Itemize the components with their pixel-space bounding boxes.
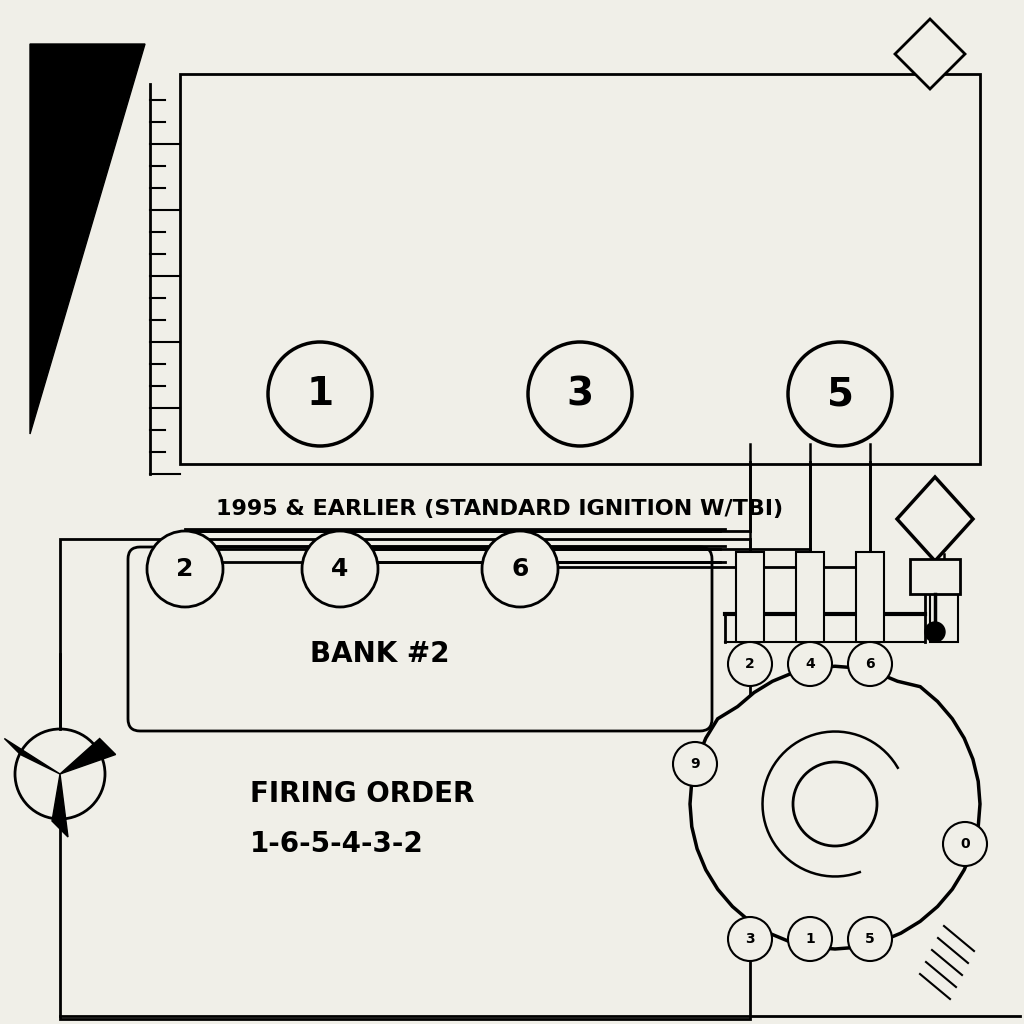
Polygon shape — [60, 539, 750, 1019]
Bar — [910, 559, 961, 594]
Circle shape — [482, 531, 558, 607]
Circle shape — [268, 342, 372, 446]
Circle shape — [848, 918, 892, 961]
Circle shape — [147, 531, 223, 607]
Circle shape — [943, 822, 987, 866]
Bar — [796, 552, 824, 642]
Polygon shape — [895, 19, 965, 89]
Text: 1: 1 — [306, 375, 334, 413]
Text: 2: 2 — [745, 657, 755, 671]
Text: 0: 0 — [961, 837, 970, 851]
Polygon shape — [897, 477, 973, 561]
Text: 2: 2 — [176, 557, 194, 581]
Polygon shape — [180, 74, 980, 464]
Bar — [856, 552, 884, 642]
Text: 1-6-5-4-3-2: 1-6-5-4-3-2 — [250, 830, 424, 858]
Text: FIRING ORDER: FIRING ORDER — [250, 780, 474, 808]
Circle shape — [728, 642, 772, 686]
FancyBboxPatch shape — [128, 547, 712, 731]
Circle shape — [848, 642, 892, 686]
Text: 3: 3 — [566, 375, 594, 413]
Text: 9: 9 — [690, 757, 699, 771]
Circle shape — [302, 531, 378, 607]
Text: 6: 6 — [865, 657, 874, 671]
Text: 5: 5 — [826, 375, 853, 413]
Polygon shape — [30, 44, 145, 434]
Circle shape — [528, 342, 632, 446]
Polygon shape — [690, 667, 980, 949]
Circle shape — [793, 762, 877, 846]
Text: 6: 6 — [511, 557, 528, 581]
Polygon shape — [4, 738, 60, 774]
Bar — [736, 552, 764, 642]
Circle shape — [15, 729, 105, 819]
Text: 4: 4 — [805, 657, 815, 671]
Polygon shape — [52, 774, 68, 837]
Circle shape — [673, 742, 717, 786]
Text: BANK #2: BANK #2 — [310, 640, 450, 668]
Circle shape — [788, 642, 831, 686]
Text: 1: 1 — [805, 932, 815, 946]
Polygon shape — [60, 738, 116, 774]
Text: 1995 & EARLIER (STANDARD IGNITION W/TBI): 1995 & EARLIER (STANDARD IGNITION W/TBI) — [216, 499, 783, 519]
Text: 4: 4 — [332, 557, 349, 581]
Circle shape — [728, 918, 772, 961]
Circle shape — [788, 342, 892, 446]
Circle shape — [788, 918, 831, 961]
Text: 3: 3 — [745, 932, 755, 946]
Text: 5: 5 — [865, 932, 874, 946]
Circle shape — [925, 622, 945, 642]
Bar — [930, 587, 958, 642]
